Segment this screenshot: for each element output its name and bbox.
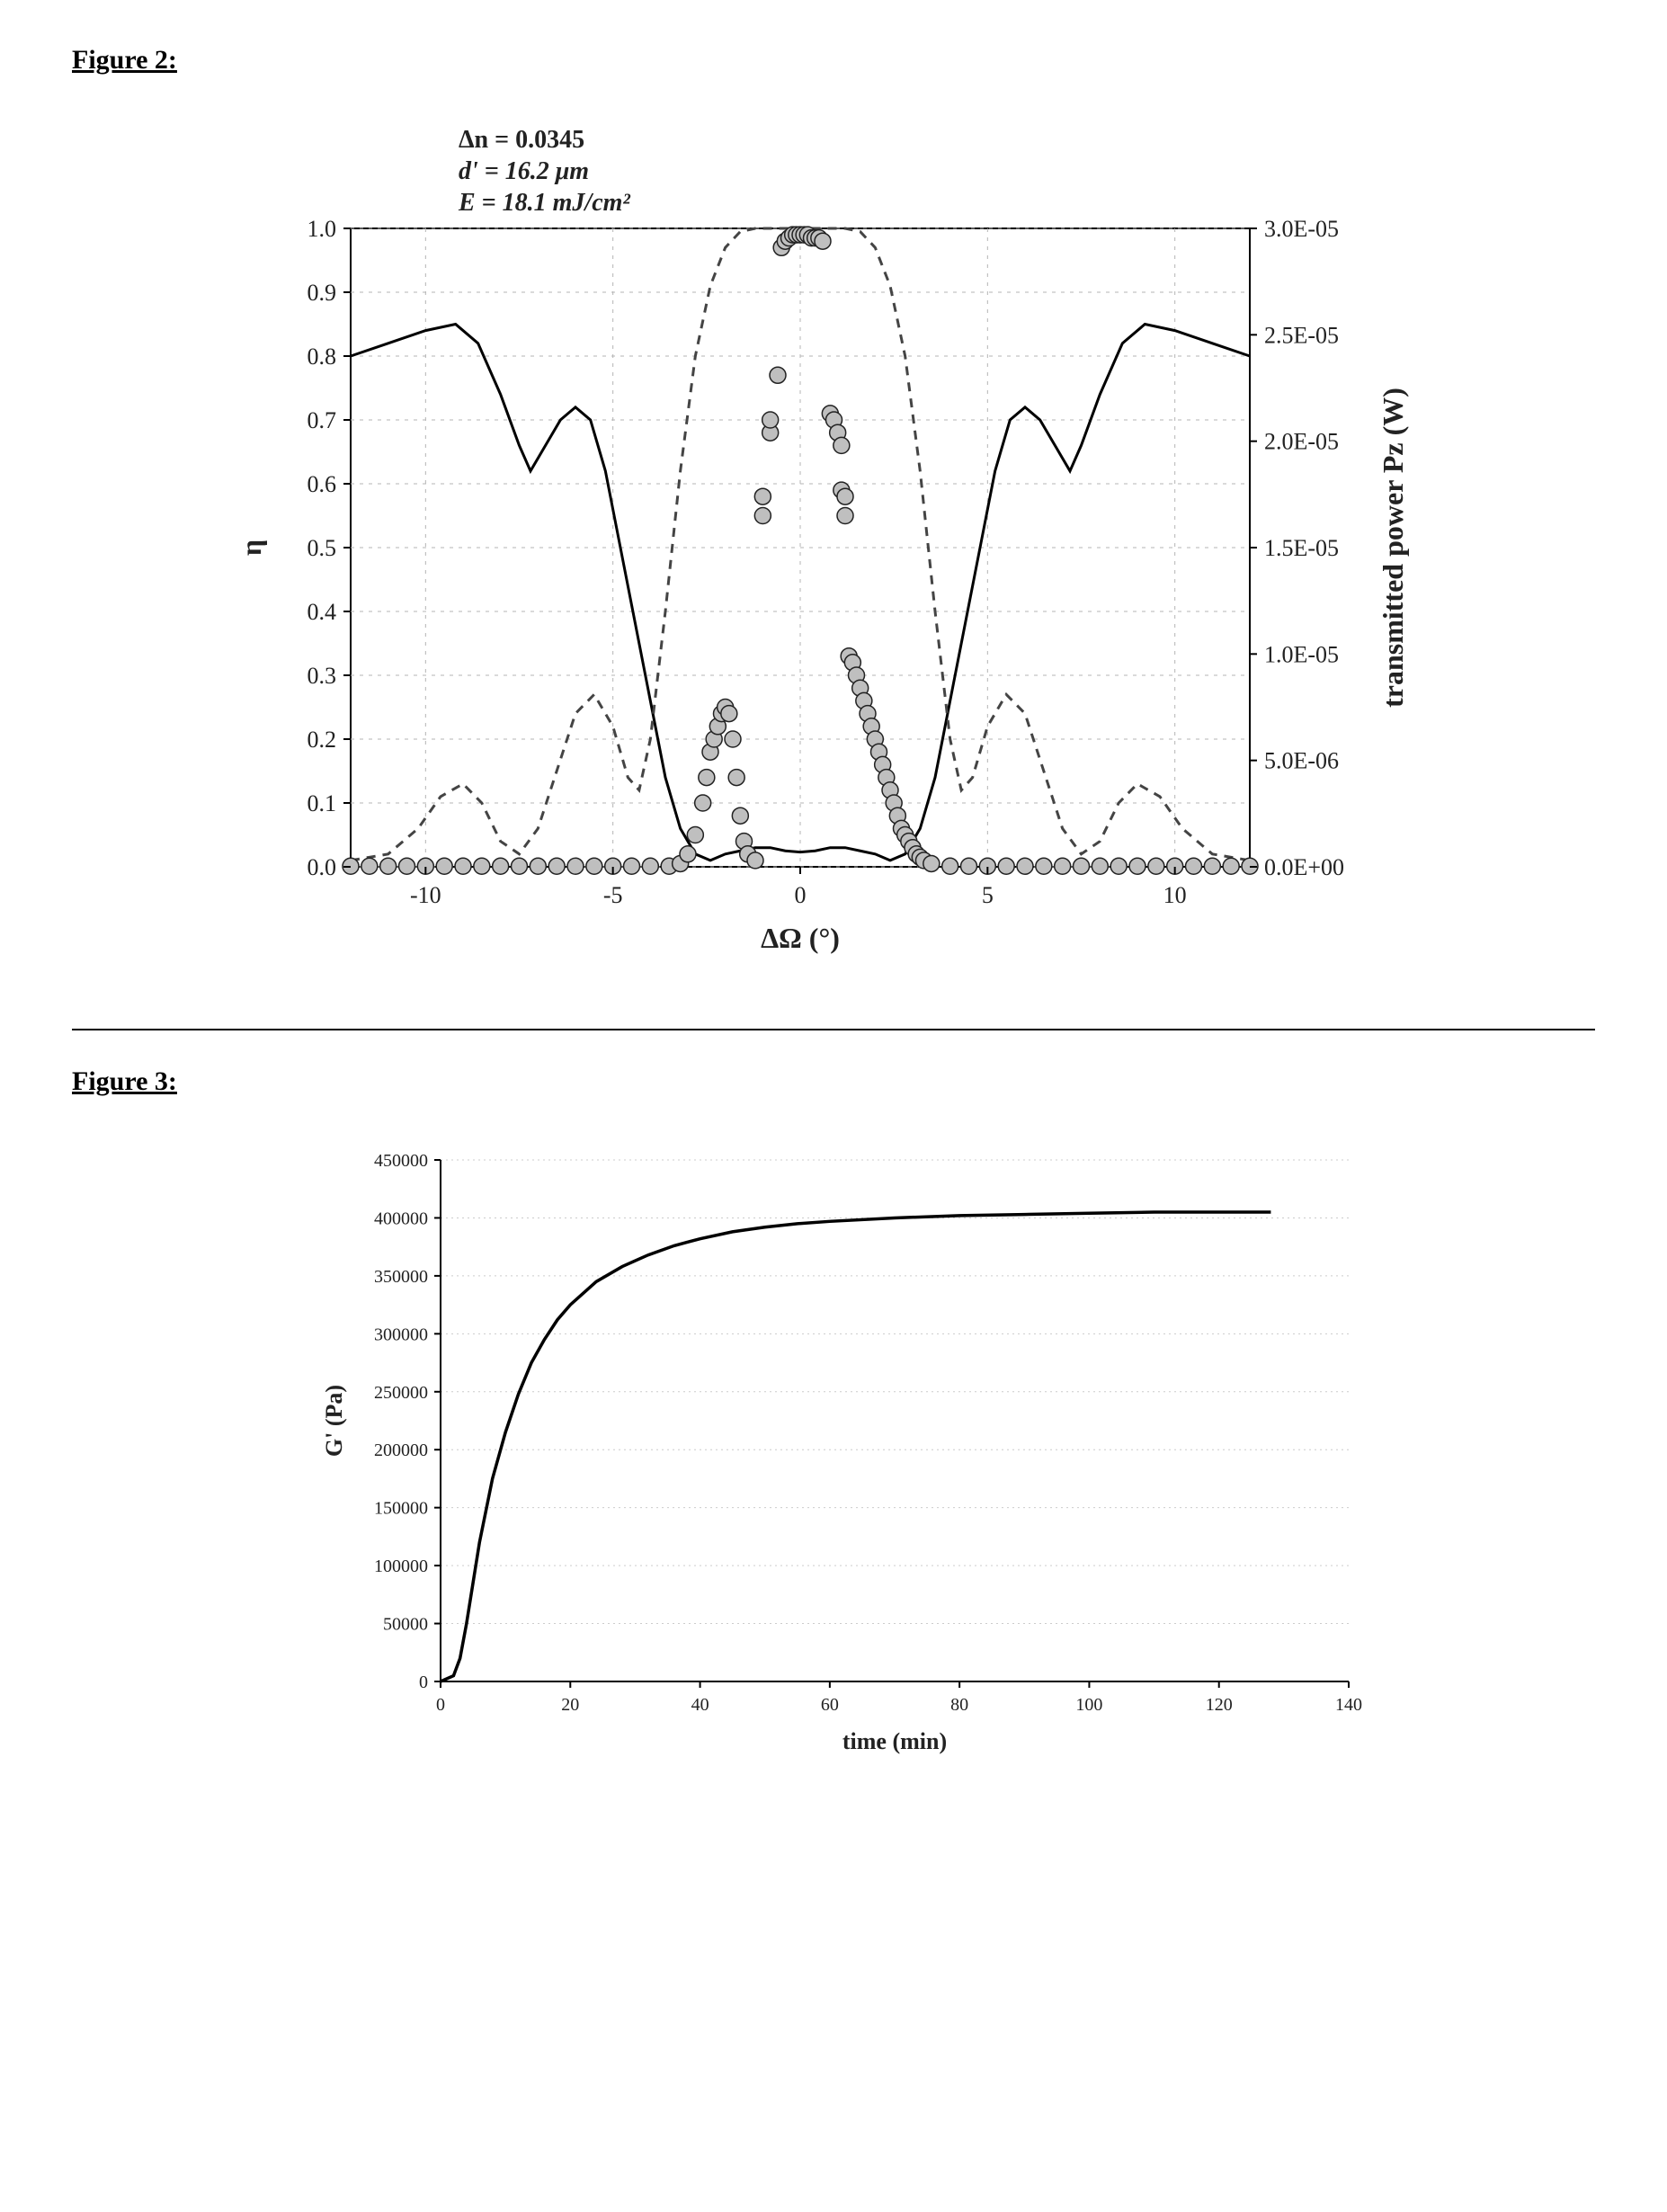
svg-text:400000: 400000 bbox=[374, 1209, 428, 1228]
figure-2-block: Figure 2: 0.0 0.1 0.2 0.3 0.4 0.5 0.6 0.7 0.8 0.9… bbox=[72, 45, 1595, 975]
svg-text:350000: 350000 bbox=[374, 1267, 428, 1287]
svg-text:transmitted power Pz (W): transmitted power Pz (W) bbox=[1377, 388, 1409, 708]
figure-3-block: Figure 3: 0 50000 100000 150000 200000 250000… bbox=[72, 1066, 1595, 1780]
svg-text:300000: 300000 bbox=[374, 1325, 428, 1344]
svg-text:250000: 250000 bbox=[374, 1383, 428, 1403]
svg-text:0.5: 0.5 bbox=[308, 535, 337, 561]
svg-text:60: 60 bbox=[821, 1695, 839, 1715]
figure-3-svg: 0 50000 100000 150000 200000 250000 300000 3500… bbox=[306, 1133, 1385, 1780]
svg-text:150000: 150000 bbox=[374, 1499, 428, 1519]
svg-text:0.9: 0.9 bbox=[308, 280, 337, 306]
svg-text:450000: 450000 bbox=[374, 1151, 428, 1171]
svg-text:0.0: 0.0 bbox=[308, 854, 337, 880]
figure-3-chart: 0 50000 100000 150000 200000 250000 300000 3500… bbox=[306, 1133, 1385, 1780]
svg-text:0: 0 bbox=[795, 882, 807, 908]
svg-text:0.0E+00: 0.0E+00 bbox=[1264, 854, 1344, 880]
svg-text:0.3: 0.3 bbox=[308, 663, 337, 689]
svg-text:0.2: 0.2 bbox=[308, 727, 337, 753]
svg-text:0: 0 bbox=[436, 1695, 445, 1715]
svg-text:0.7: 0.7 bbox=[308, 407, 337, 433]
svg-text:5.0E-06: 5.0E-06 bbox=[1264, 748, 1339, 774]
figure-2-chart: 0.0 0.1 0.2 0.3 0.4 0.5 0.6 0.7 0.8 0.9 1.0 -10 -5 0 5… bbox=[216, 111, 1430, 975]
figure-3-title: Figure 3: bbox=[72, 1066, 1595, 1097]
svg-text:0.6: 0.6 bbox=[308, 471, 337, 497]
figure-2-svg: 0.0 0.1 0.2 0.3 0.4 0.5 0.6 0.7 0.8 0.9 1.0 -10 -5 0 5… bbox=[216, 111, 1430, 975]
svg-text:1.0E-05: 1.0E-05 bbox=[1264, 641, 1339, 667]
svg-text:0: 0 bbox=[419, 1672, 428, 1692]
svg-text:d' = 16.2 μm: d' = 16.2 μm bbox=[459, 157, 589, 185]
svg-text:10: 10 bbox=[1163, 882, 1187, 908]
svg-text:time (min): time (min) bbox=[842, 1728, 947, 1754]
svg-text:ΔΩ (°): ΔΩ (°) bbox=[761, 922, 840, 954]
svg-text:G' (Pa): G' (Pa) bbox=[321, 1385, 347, 1457]
figure-2-title: Figure 2: bbox=[72, 45, 1595, 76]
divider bbox=[72, 1029, 1595, 1030]
svg-text:1.0: 1.0 bbox=[308, 216, 337, 242]
svg-text:20: 20 bbox=[561, 1695, 579, 1715]
svg-text:5: 5 bbox=[982, 882, 994, 908]
svg-text:120: 120 bbox=[1206, 1695, 1233, 1715]
svg-text:0.8: 0.8 bbox=[308, 343, 337, 370]
svg-text:2.0E-05: 2.0E-05 bbox=[1264, 429, 1339, 455]
svg-text:2.5E-05: 2.5E-05 bbox=[1264, 322, 1339, 348]
svg-text:1.5E-05: 1.5E-05 bbox=[1264, 535, 1339, 561]
svg-text:0.4: 0.4 bbox=[308, 599, 337, 625]
svg-text:η: η bbox=[235, 540, 267, 556]
svg-text:140: 140 bbox=[1335, 1695, 1362, 1715]
svg-text:80: 80 bbox=[950, 1695, 968, 1715]
svg-text:50000: 50000 bbox=[383, 1615, 428, 1635]
svg-text:-5: -5 bbox=[603, 882, 623, 908]
svg-text:-10: -10 bbox=[410, 882, 441, 908]
svg-text:200000: 200000 bbox=[374, 1440, 428, 1460]
svg-text:Δn = 0.0345: Δn = 0.0345 bbox=[459, 126, 584, 154]
svg-text:100: 100 bbox=[1075, 1695, 1102, 1715]
svg-text:E = 18.1 mJ/cm²: E = 18.1 mJ/cm² bbox=[458, 189, 630, 217]
svg-text:100000: 100000 bbox=[374, 1556, 428, 1576]
svg-text:0.1: 0.1 bbox=[308, 790, 337, 816]
svg-text:40: 40 bbox=[691, 1695, 709, 1715]
svg-text:3.0E-05: 3.0E-05 bbox=[1264, 216, 1339, 242]
